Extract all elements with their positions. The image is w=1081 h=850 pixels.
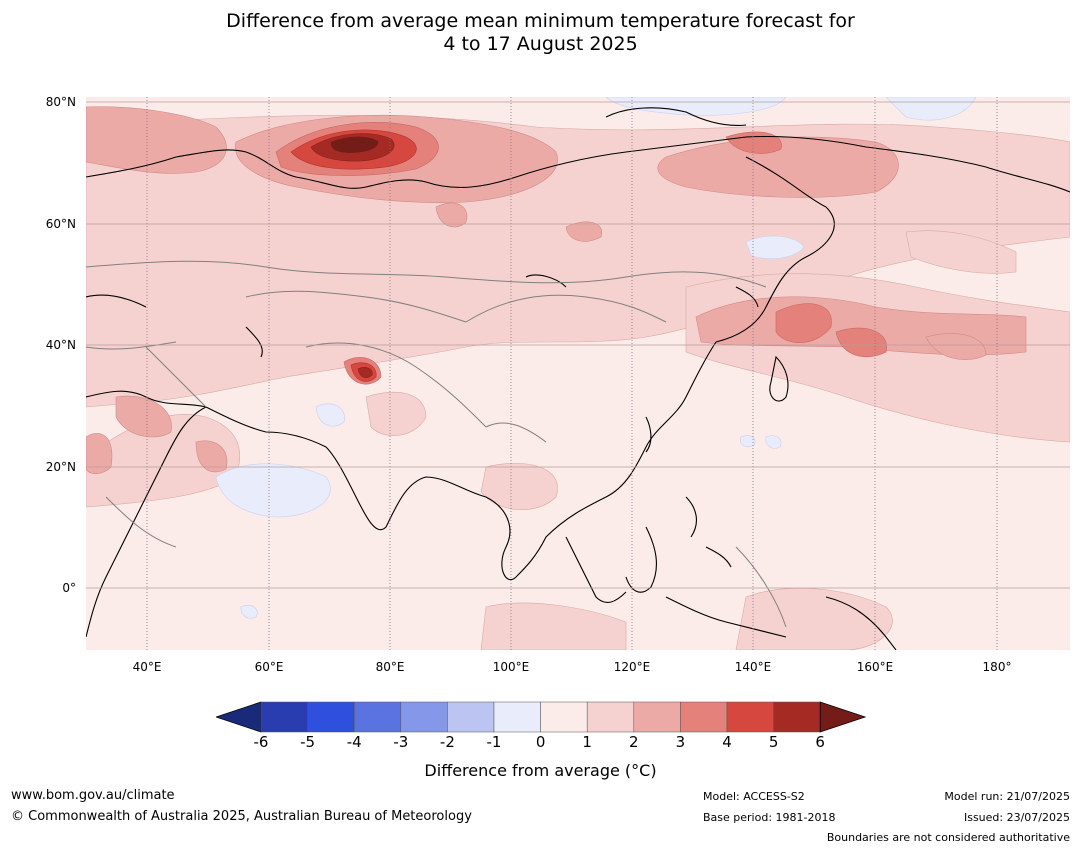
title-line-2: 4 to 17 August 2025 <box>443 33 638 55</box>
lon-label-160e: 160°E <box>856 660 894 674</box>
colorbar-tick-label: -2 <box>439 733 455 751</box>
colorbar-tick-label: 6 <box>815 733 825 751</box>
colorbar <box>214 701 867 737</box>
colorbar-tick-label: -3 <box>393 733 409 751</box>
colorbar-tick-label: -1 <box>486 733 502 751</box>
colorbar-tick-label: 3 <box>675 733 686 751</box>
lat-label-20n: 20°N <box>45 460 76 474</box>
colorbar-tick-label: 0 <box>535 733 546 751</box>
website-link[interactable]: www.bom.gov.au/climate <box>11 788 175 803</box>
lat-label-60n: 60°N <box>45 217 76 231</box>
colorbar-segment <box>680 701 728 733</box>
lon-label-100e: 100°E <box>492 660 530 674</box>
lon-label-60e: 60°E <box>254 660 284 674</box>
lon-label-80e: 80°E <box>375 660 405 674</box>
copyright-text: © Commonwealth of Australia 2025, Austra… <box>11 809 472 824</box>
map-svg <box>86 97 1070 650</box>
lon-label-140e: 140°E <box>734 660 772 674</box>
lon-label-120e: 120°E <box>613 660 651 674</box>
colorbar-tick-label: -4 <box>346 733 362 751</box>
lat-label-0: 0° <box>62 581 76 595</box>
colorbar-tick-label: 5 <box>768 733 779 751</box>
colorbar-tick-label: 4 <box>722 733 732 751</box>
colorbar-tick-label: 1 <box>582 733 592 751</box>
colorbar-segment <box>726 701 774 733</box>
model-run-text: Model run: 21/07/2025 <box>944 790 1070 803</box>
map-title: Difference from average mean minimum tem… <box>0 10 1081 56</box>
colorbar-tick-label: -5 <box>300 733 316 751</box>
title-line-1: Difference from average mean minimum tem… <box>226 10 855 32</box>
colorbar-segment <box>633 701 681 733</box>
colorbar-segment <box>400 701 448 733</box>
forecast-map <box>86 97 1070 650</box>
colorbar-extend-low <box>214 701 262 733</box>
base-period-text: Base period: 1981-2018 <box>703 811 836 824</box>
colorbar-svg <box>214 701 867 733</box>
colorbar-segment <box>493 701 541 733</box>
anomaly-negative-regions <box>215 97 977 619</box>
colorbar-segment <box>260 701 308 733</box>
graticule <box>146 97 998 650</box>
colorbar-segment <box>586 701 635 733</box>
lat-label-80n: 80°N <box>45 95 76 109</box>
colorbar-segment <box>447 701 495 733</box>
colorbar-segment <box>307 701 355 733</box>
disclaimer-text: Boundaries are not considered authoritat… <box>826 831 1070 844</box>
colorbar-tick-label: -6 <box>253 733 269 751</box>
country-borders <box>86 260 787 628</box>
lon-label-180: 180° <box>982 660 1012 674</box>
colorbar-segment <box>773 701 821 733</box>
lon-label-40e: 40°E <box>132 660 162 674</box>
colorbar-segment <box>540 701 588 733</box>
model-text: Model: ACCESS-S2 <box>703 790 805 803</box>
colorbar-label: Difference from average (°C) <box>424 761 657 780</box>
colorbar-segment <box>353 701 402 733</box>
latitude-lines <box>86 101 1070 589</box>
issued-text: Issued: 23/07/2025 <box>963 811 1070 824</box>
anomaly-over-6-regions <box>330 136 379 153</box>
lat-label-40n: 40°N <box>45 338 76 352</box>
colorbar-tick-label: 2 <box>629 733 639 751</box>
colorbar-extend-high <box>819 701 867 733</box>
coastlines <box>86 107 1070 650</box>
